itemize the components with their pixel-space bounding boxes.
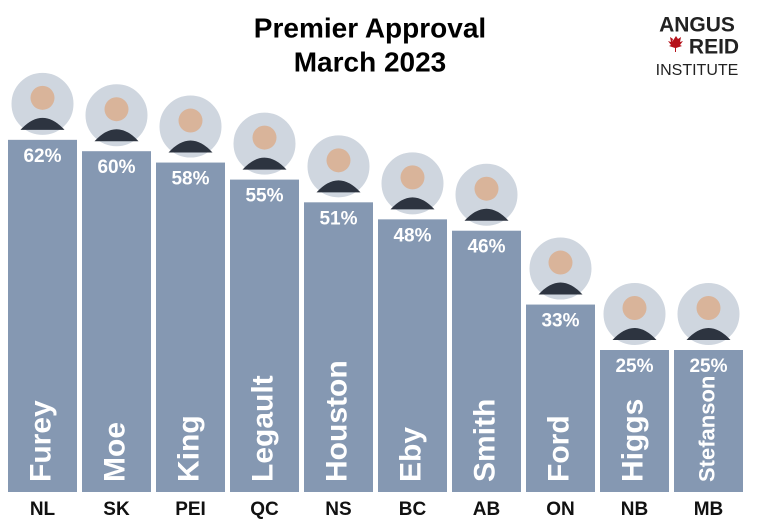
portrait-head bbox=[30, 85, 55, 110]
portrait bbox=[453, 161, 520, 228]
portrait-head bbox=[178, 108, 203, 133]
x-tick-label: AB bbox=[473, 499, 500, 520]
portrait-head bbox=[696, 296, 721, 320]
bar bbox=[600, 350, 669, 492]
value-label: 46% bbox=[467, 237, 505, 258]
premier-name: King bbox=[172, 415, 205, 482]
chart-title: Premier Approval bbox=[254, 12, 486, 43]
portrait bbox=[83, 82, 150, 149]
portrait bbox=[379, 150, 446, 217]
portrait bbox=[157, 93, 224, 160]
premier-name: Legault bbox=[246, 375, 279, 482]
bar bbox=[378, 219, 447, 493]
bar bbox=[304, 202, 373, 492]
portrait-body bbox=[20, 117, 65, 130]
portrait-head bbox=[548, 250, 573, 275]
portrait-head bbox=[326, 148, 351, 173]
bar bbox=[8, 139, 77, 492]
logo: ANGUS REID INSTITUTE bbox=[656, 14, 739, 80]
portrait bbox=[305, 133, 372, 200]
portrait-body bbox=[242, 157, 287, 170]
value-label: 48% bbox=[393, 225, 431, 246]
x-tick-label: QC bbox=[250, 499, 279, 520]
bar bbox=[526, 304, 595, 492]
portrait bbox=[601, 281, 668, 347]
value-label: 60% bbox=[97, 157, 135, 178]
value-label: 25% bbox=[689, 356, 727, 377]
x-tick-label: BC bbox=[399, 499, 427, 520]
x-tick-label: PEI bbox=[175, 499, 206, 520]
premier-name: Stefanson bbox=[694, 376, 719, 482]
portrait-body bbox=[538, 282, 583, 295]
value-label: 33% bbox=[541, 311, 579, 332]
bar bbox=[156, 162, 225, 492]
bar bbox=[452, 230, 521, 492]
portrait-body bbox=[390, 197, 435, 210]
x-tick-label: NS bbox=[325, 499, 351, 520]
value-label: 51% bbox=[319, 208, 357, 229]
x-tick-label: NB bbox=[621, 499, 648, 520]
premier-name: Smith bbox=[468, 399, 501, 482]
x-tick-label: MB bbox=[694, 499, 724, 520]
bar bbox=[230, 179, 299, 492]
value-label: 25% bbox=[615, 356, 653, 377]
maple-leaf bbox=[668, 36, 683, 52]
portrait bbox=[231, 110, 298, 177]
x-tick-label: NL bbox=[30, 499, 56, 520]
premier-name: Ford bbox=[542, 415, 575, 482]
portrait-head bbox=[104, 97, 129, 122]
portrait-head bbox=[252, 125, 277, 150]
x-tick-label: ON bbox=[546, 499, 575, 520]
logo-text: INSTITUTE bbox=[656, 62, 739, 79]
premier-name: Higgs bbox=[616, 399, 649, 482]
premier-name: Furey bbox=[24, 400, 57, 482]
portrait-body bbox=[464, 208, 509, 221]
value-label: 55% bbox=[245, 186, 283, 207]
bar bbox=[674, 350, 743, 492]
x-tick-label: SK bbox=[103, 499, 130, 520]
portrait bbox=[675, 281, 742, 347]
portrait-body bbox=[612, 328, 657, 340]
portrait-head bbox=[400, 165, 425, 190]
value-label: 62% bbox=[23, 146, 61, 167]
portrait-head bbox=[474, 176, 499, 201]
chart-subtitle: March 2023 bbox=[294, 46, 447, 77]
portrait bbox=[527, 235, 594, 302]
value-label: 58% bbox=[171, 169, 209, 190]
portrait-body bbox=[316, 180, 361, 193]
portrait-body bbox=[168, 140, 213, 153]
portrait-body bbox=[94, 129, 139, 142]
portrait-body bbox=[686, 328, 731, 340]
bar bbox=[82, 151, 151, 492]
premier-name: Moe bbox=[98, 422, 131, 482]
logo-text: ANGUS bbox=[659, 14, 735, 37]
logo-text: REID bbox=[689, 36, 739, 59]
premier-name: Eby bbox=[394, 427, 427, 482]
portrait-head bbox=[622, 296, 647, 320]
premier-name: Houston bbox=[320, 360, 353, 482]
portrait bbox=[9, 70, 76, 137]
